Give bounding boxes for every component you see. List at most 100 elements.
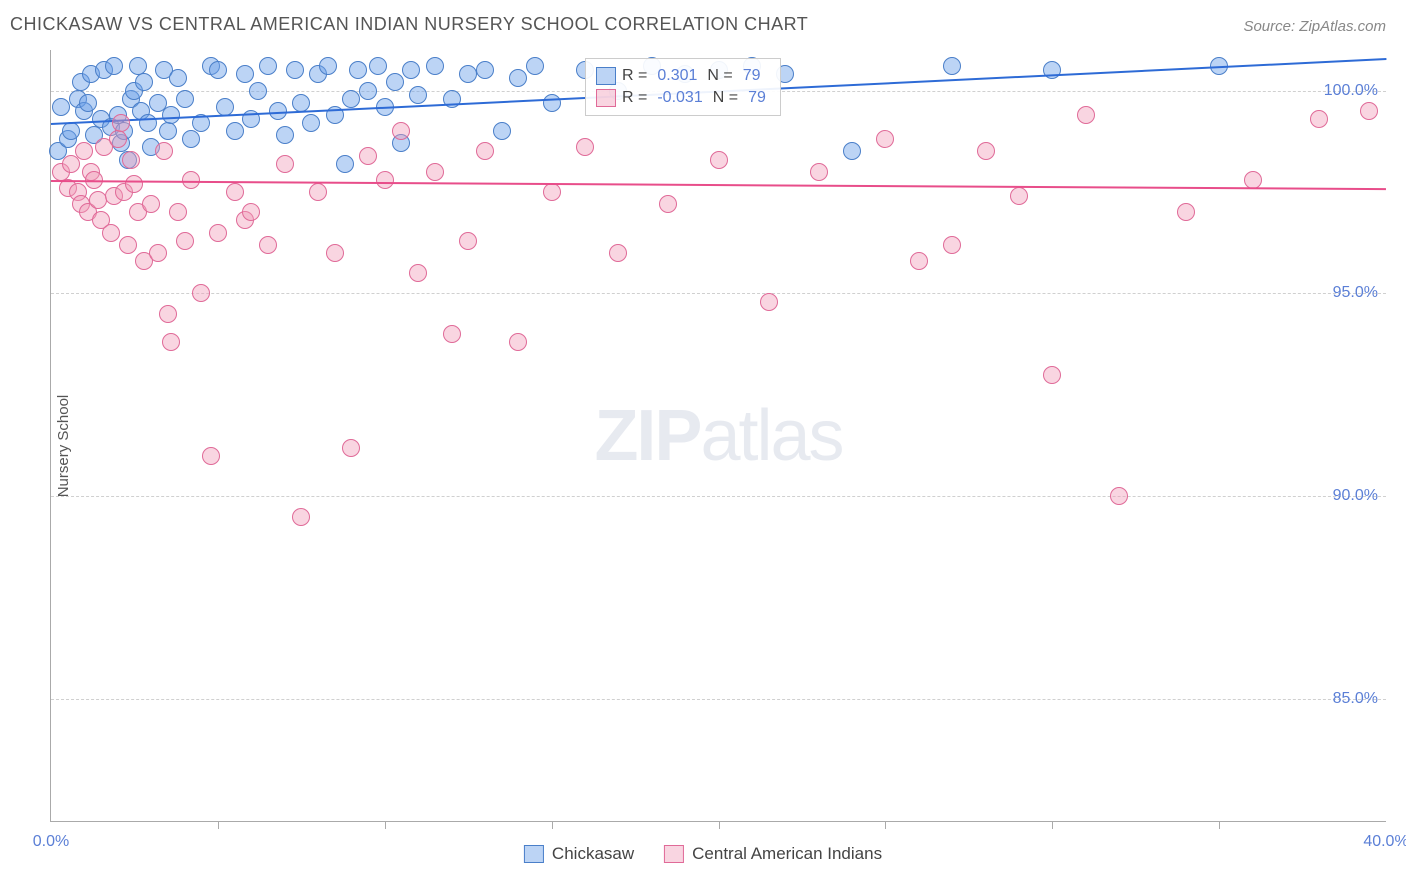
y-tick-label: 100.0% bbox=[1324, 82, 1378, 100]
scatter-point bbox=[135, 73, 153, 91]
scatter-point bbox=[876, 130, 894, 148]
scatter-point bbox=[476, 61, 494, 79]
scatter-point bbox=[1360, 102, 1378, 120]
stats-swatch bbox=[596, 89, 616, 107]
scatter-point bbox=[659, 195, 677, 213]
scatter-point bbox=[710, 151, 728, 169]
scatter-point bbox=[79, 94, 97, 112]
x-tick-label: 40.0% bbox=[1363, 833, 1406, 851]
scatter-point bbox=[302, 114, 320, 132]
scatter-point bbox=[149, 244, 167, 262]
scatter-point bbox=[1244, 171, 1262, 189]
scatter-point bbox=[249, 82, 267, 100]
scatter-point bbox=[162, 106, 180, 124]
scatter-point bbox=[209, 61, 227, 79]
x-tick-mark bbox=[1219, 821, 1220, 829]
scatter-point bbox=[943, 236, 961, 254]
x-tick-mark bbox=[218, 821, 219, 829]
legend-swatch-cai bbox=[664, 845, 684, 863]
scatter-point bbox=[226, 122, 244, 140]
scatter-point bbox=[359, 82, 377, 100]
scatter-point bbox=[1010, 187, 1028, 205]
scatter-point bbox=[443, 325, 461, 343]
scatter-point bbox=[1043, 366, 1061, 384]
scatter-point bbox=[810, 163, 828, 181]
scatter-point bbox=[326, 244, 344, 262]
scatter-point bbox=[1310, 110, 1328, 128]
scatter-point bbox=[426, 163, 444, 181]
chart-title: CHICKASAW VS CENTRAL AMERICAN INDIAN NUR… bbox=[10, 14, 808, 35]
scatter-point bbox=[286, 61, 304, 79]
scatter-point bbox=[216, 98, 234, 116]
scatter-point bbox=[543, 183, 561, 201]
scatter-point bbox=[576, 138, 594, 156]
stats-swatch bbox=[596, 67, 616, 85]
x-tick-mark bbox=[385, 821, 386, 829]
scatter-point bbox=[162, 333, 180, 351]
scatter-point bbox=[176, 232, 194, 250]
stats-legend-row: R =-0.031N =79 bbox=[596, 87, 770, 109]
scatter-point bbox=[75, 142, 93, 160]
scatter-point bbox=[342, 90, 360, 108]
scatter-point bbox=[943, 57, 961, 75]
scatter-point bbox=[62, 122, 80, 140]
x-tick-mark bbox=[885, 821, 886, 829]
scatter-point bbox=[209, 224, 227, 242]
scatter-point bbox=[1177, 203, 1195, 221]
legend-swatch-chickasaw bbox=[524, 845, 544, 863]
scatter-point bbox=[359, 147, 377, 165]
watermark: ZIPatlas bbox=[594, 395, 842, 477]
trend-line bbox=[51, 180, 1386, 190]
scatter-point bbox=[349, 61, 367, 79]
scatter-point bbox=[342, 439, 360, 457]
legend-item-cai: Central American Indians bbox=[664, 844, 882, 864]
x-tick-mark bbox=[719, 821, 720, 829]
grid-line bbox=[51, 293, 1386, 294]
y-tick-label: 85.0% bbox=[1333, 690, 1378, 708]
scatter-point bbox=[459, 65, 477, 83]
scatter-point bbox=[169, 69, 187, 87]
grid-line bbox=[51, 496, 1386, 497]
scatter-point bbox=[369, 57, 387, 75]
scatter-point bbox=[386, 73, 404, 91]
correlation-chart: CHICKASAW VS CENTRAL AMERICAN INDIAN NUR… bbox=[0, 0, 1406, 892]
scatter-point bbox=[609, 244, 627, 262]
scatter-point bbox=[459, 232, 477, 250]
scatter-point bbox=[159, 305, 177, 323]
scatter-point bbox=[292, 94, 310, 112]
x-tick-mark bbox=[552, 821, 553, 829]
scatter-point bbox=[1110, 487, 1128, 505]
scatter-point bbox=[176, 90, 194, 108]
scatter-point bbox=[276, 155, 294, 173]
scatter-point bbox=[493, 122, 511, 140]
scatter-point bbox=[236, 65, 254, 83]
scatter-point bbox=[105, 57, 123, 75]
legend-label-chickasaw: Chickasaw bbox=[552, 844, 634, 864]
scatter-point bbox=[476, 142, 494, 160]
scatter-point bbox=[276, 126, 294, 144]
scatter-point bbox=[89, 191, 107, 209]
stats-legend-row: R =0.301N =79 bbox=[596, 65, 770, 87]
chart-source: Source: ZipAtlas.com bbox=[1243, 18, 1386, 35]
scatter-point bbox=[376, 171, 394, 189]
scatter-point bbox=[309, 183, 327, 201]
legend-label-cai: Central American Indians bbox=[692, 844, 882, 864]
scatter-point bbox=[169, 203, 187, 221]
scatter-point bbox=[259, 57, 277, 75]
x-tick-label: 0.0% bbox=[33, 833, 69, 851]
scatter-point bbox=[336, 155, 354, 173]
scatter-point bbox=[426, 57, 444, 75]
plot-area: ZIPatlas 85.0%90.0%95.0%100.0%0.0%40.0%R… bbox=[50, 50, 1386, 822]
scatter-point bbox=[409, 264, 427, 282]
grid-line bbox=[51, 699, 1386, 700]
scatter-point bbox=[125, 175, 143, 193]
scatter-point bbox=[109, 130, 127, 148]
scatter-point bbox=[259, 236, 277, 254]
scatter-point bbox=[526, 57, 544, 75]
scatter-point bbox=[1077, 106, 1095, 124]
scatter-point bbox=[319, 57, 337, 75]
scatter-point bbox=[292, 508, 310, 526]
scatter-point bbox=[543, 94, 561, 112]
scatter-point bbox=[202, 447, 220, 465]
scatter-point bbox=[509, 333, 527, 351]
